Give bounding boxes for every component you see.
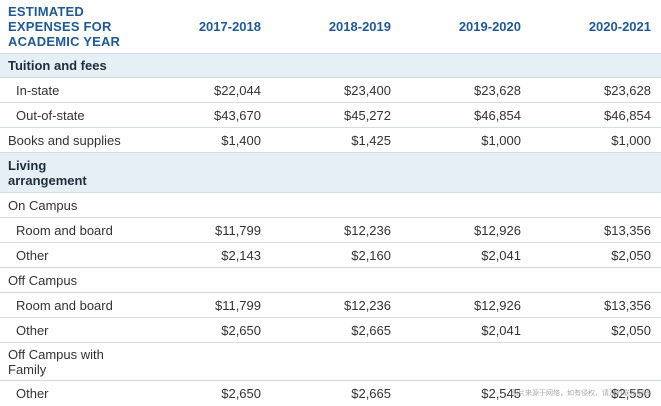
subsection-row-off-campus: Off Campus	[0, 268, 661, 293]
row-label: Out-of-state	[16, 107, 85, 123]
table-cell: $2,650	[221, 322, 261, 338]
row-label: Off Campus with Family	[8, 343, 178, 380]
table-cell: $12,236	[344, 222, 391, 238]
table-cell: $43,670	[214, 107, 261, 123]
table-cell: $2,041	[481, 247, 521, 263]
table-cell: $23,628	[474, 82, 521, 98]
table-cell: $2,650	[221, 386, 261, 401]
column-header-year: 2020-2021	[588, 19, 651, 34]
row-label: Living arrangement	[8, 153, 178, 192]
table-cell: $13,356	[604, 297, 651, 313]
table-cell: $2,665	[351, 322, 391, 338]
watermark-text: 图片来源于网络，如有侵权，请及时联系删除	[511, 390, 651, 397]
table-row: In-state $22,044 $23,400 $23,628 $23,628	[0, 78, 661, 103]
table-cell: $11,799	[214, 222, 261, 238]
table-cell: $1,425	[351, 132, 391, 148]
table-row: Other $2,650 $2,665 $2,545 $2,550	[0, 381, 661, 406]
table-cell: $2,143	[221, 247, 261, 263]
table-cell: $11,799	[214, 297, 261, 313]
table-cell: $23,400	[344, 82, 391, 98]
row-label: Other	[16, 247, 49, 263]
title-line: EXPENSES FOR	[8, 19, 112, 34]
row-label-line: Living	[8, 157, 47, 173]
table-row: Other $2,143 $2,160 $2,041 $2,050	[0, 243, 661, 268]
table-cell: $2,041	[481, 322, 521, 338]
table-cell: $46,854	[474, 107, 521, 123]
column-header-year: 2019-2020	[458, 19, 521, 34]
table-cell: $1,000	[481, 132, 521, 148]
section-row-tuition-and-fees: Tuition and fees	[0, 54, 661, 78]
row-label: Room and board	[16, 222, 113, 238]
column-header-year: 2018-2019	[328, 19, 391, 34]
table-cell: $12,926	[474, 297, 521, 313]
table-row: Out-of-state $43,670 $45,272 $46,854 $46…	[0, 103, 661, 128]
table-cell: $22,044	[214, 82, 261, 98]
title-line: ESTIMATED	[8, 4, 84, 19]
section-row-living-arrangement: Living arrangement	[0, 153, 661, 193]
row-label: In-state	[16, 82, 60, 98]
table-cell: $2,550	[611, 386, 651, 401]
column-header-year: 2017-2018	[198, 19, 261, 34]
table-cell: $1,000	[611, 132, 651, 148]
row-label-line: arrangement	[8, 172, 87, 188]
row-label: Tuition and fees	[8, 58, 107, 73]
table-cell: $13,356	[604, 222, 651, 238]
table-cell: $2,545	[481, 386, 521, 401]
table-cell: $2,050	[611, 247, 651, 263]
table-title: ESTIMATED EXPENSES FOR ACADEMIC YEAR	[8, 4, 158, 49]
row-label: Books and supplies	[8, 132, 121, 148]
title-line: ACADEMIC YEAR	[8, 34, 121, 49]
table-row: Room and board $11,799 $12,236 $12,926 $…	[0, 293, 661, 318]
row-label: Other	[16, 322, 49, 338]
table-row: Room and board $11,799 $12,236 $12,926 $…	[0, 218, 661, 243]
table-cell: $2,050	[611, 322, 651, 338]
row-label: Off Campus	[8, 272, 78, 288]
table-cell: $1,400	[221, 132, 261, 148]
table-header-row: ESTIMATED EXPENSES FOR ACADEMIC YEAR 201…	[0, 0, 661, 54]
table-cell: $12,926	[474, 222, 521, 238]
table-row: Other $2,650 $2,665 $2,041 $2,050	[0, 318, 661, 343]
subsection-row-off-campus-with-family: Off Campus with Family	[0, 343, 661, 381]
subsection-row-on-campus: On Campus	[0, 193, 661, 218]
row-label: Room and board	[16, 297, 113, 313]
table-cell: $23,628	[604, 82, 651, 98]
row-label-line: Family	[8, 361, 47, 377]
row-label: Other	[16, 386, 49, 401]
table-cell: $2,665	[351, 386, 391, 401]
table-cell: $2,160	[351, 247, 391, 263]
table-cell: $12,236	[344, 297, 391, 313]
row-label-line: Off Campus with	[8, 346, 104, 362]
table-row: Books and supplies $1,400 $1,425 $1,000 …	[0, 128, 661, 153]
row-label: On Campus	[8, 197, 78, 213]
table-cell: $46,854	[604, 107, 651, 123]
table-cell: $45,272	[344, 107, 391, 123]
